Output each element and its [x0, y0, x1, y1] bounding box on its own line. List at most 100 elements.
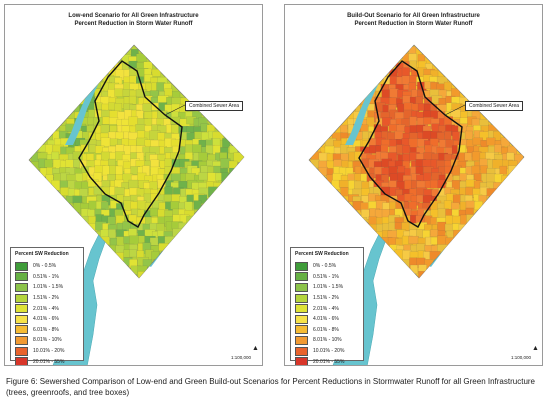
- sewershed-patch: [138, 235, 146, 244]
- legend-label: 1.51% - 2%: [33, 295, 59, 302]
- legend-item: 4.01% - 6%: [295, 314, 359, 325]
- sewershed-patch: [450, 109, 461, 118]
- sewershed-patch: [178, 181, 188, 189]
- sewershed-patch: [193, 200, 202, 210]
- sewershed-patch: [184, 152, 193, 160]
- sewershed-patch: [445, 237, 455, 249]
- sewershed-patch: [444, 131, 452, 141]
- north-arrow-icon: ▲: [532, 345, 539, 352]
- legend-label: 20.01% - 55%: [313, 358, 345, 365]
- legend-label: 0% - 0.5%: [33, 263, 57, 270]
- legend-item: 6.01% - 8%: [295, 325, 359, 336]
- sewershed-patch: [220, 158, 231, 168]
- map-title-low-end: Low-end Scenario for All Green Infrastru…: [68, 13, 199, 27]
- sewershed-patch: [443, 81, 452, 91]
- sewershed-patch: [394, 130, 404, 140]
- sewershed-patch: [221, 172, 229, 182]
- legend-label: 6.01% - 8%: [313, 326, 339, 333]
- sewershed-patch: [142, 103, 152, 112]
- legend-swatch: [295, 314, 308, 324]
- legend-item: 1.01% - 1.5%: [15, 282, 79, 293]
- sewershed-patch: [494, 144, 502, 153]
- legend-label: 10.01% - 20%: [313, 348, 345, 355]
- sewershed-patch: [233, 152, 244, 163]
- sewershed-patch: [499, 165, 507, 175]
- sewershed-patch: [198, 152, 208, 162]
- sewershed-patch: [439, 139, 447, 148]
- legend-item: 0% - 0.5%: [295, 261, 359, 272]
- legend-low-end: Percent SW Reduction 0% - 0.5% 0.51% - 1%…: [10, 247, 84, 365]
- sewershed-patch: [44, 159, 53, 168]
- callout-combined-sewer-area-low: Combined Sewer Area: [185, 101, 244, 111]
- sewershed-patch: [464, 130, 473, 140]
- sewershed-patch: [229, 145, 238, 154]
- legend-item: 20.01% - 55%: [15, 356, 79, 365]
- legend-swatch: [15, 335, 28, 345]
- legend-swatch: [295, 346, 308, 356]
- callout-leader-line: [444, 104, 466, 116]
- callout-leader-line: [164, 104, 186, 116]
- legend-label: 4.01% - 6%: [33, 316, 59, 323]
- legend-title: Percent SW Reduction: [15, 251, 69, 257]
- legend-label: 8.01% - 10%: [33, 337, 62, 344]
- legend-swatch: [15, 293, 28, 303]
- sewershed-patch: [229, 167, 239, 179]
- map-title-build-out: Build-Out Scenario for All Green Infrast…: [347, 13, 480, 27]
- legend-swatch: [295, 325, 308, 335]
- sewershed-patch: [37, 152, 48, 160]
- legend-swatch: [15, 272, 28, 282]
- legend-swatch: [15, 346, 28, 356]
- sewershed-patch: [100, 137, 111, 147]
- sewershed-patch: [151, 68, 161, 77]
- sewershed-patch: [318, 166, 328, 176]
- legend-label: 10.01% - 20%: [33, 348, 65, 355]
- legend-swatch: [15, 357, 28, 365]
- sewershed-patch: [464, 152, 473, 161]
- sewershed-patch: [222, 138, 230, 148]
- legend-item: 0.51% - 1%: [15, 272, 79, 283]
- legend-swatch: [295, 304, 308, 314]
- sewershed-patch: [478, 195, 487, 205]
- sewershed-patch: [198, 172, 208, 181]
- legend-swatch: [15, 325, 28, 335]
- legend-item: 6.01% - 8%: [15, 325, 79, 336]
- sewershed-patch: [437, 111, 446, 120]
- map-panel-build-out: Build-Out Scenario for All Green Infrast…: [284, 4, 543, 366]
- sewershed-patch: [108, 117, 119, 125]
- legend-item: 8.01% - 10%: [295, 335, 359, 346]
- sewershed-group: [310, 46, 524, 278]
- legend-item: 1.51% - 2%: [295, 293, 359, 304]
- sewershed-patch: [408, 201, 417, 210]
- sewershed-patch: [170, 201, 180, 210]
- sewershed-patch: [137, 271, 148, 278]
- sewershed-patch: [136, 53, 147, 63]
- scale-label: 1:100,000: [231, 355, 252, 360]
- sewershed-patch: [151, 251, 160, 260]
- legend-item: 10.01% - 20%: [295, 346, 359, 357]
- legend-swatch: [295, 282, 308, 292]
- north-arrow-icon: ▲: [252, 345, 259, 352]
- legend-label: 0% - 0.5%: [313, 263, 337, 270]
- sewershed-patch: [164, 186, 173, 196]
- sewershed-patch: [228, 160, 238, 169]
- legend-label: 0.51% - 1%: [33, 273, 59, 280]
- sewershed-patch: [128, 95, 137, 105]
- sewershed-patch: [129, 249, 138, 258]
- legend-swatch: [15, 282, 28, 292]
- legend-item: 1.51% - 2%: [15, 293, 79, 304]
- legend-label: 0.51% - 1%: [313, 273, 339, 280]
- legend-title: Percent SW Reduction: [295, 251, 349, 257]
- sewershed-patch: [136, 200, 147, 211]
- legend-swatch: [15, 314, 28, 324]
- sewershed-patch: [368, 216, 378, 225]
- sewershed-patch: [213, 165, 221, 174]
- legend-swatch: [15, 304, 28, 314]
- sewershed-patch: [338, 180, 350, 188]
- legend-swatch: [15, 261, 28, 271]
- sewershed-patch: [80, 215, 89, 225]
- legend-item: 0.51% - 1%: [295, 272, 359, 283]
- sewershed-patch: [149, 207, 159, 217]
- scale-label: 1:100,000: [511, 355, 532, 360]
- sewershed-patch: [396, 124, 406, 132]
- legend-label: 1.01% - 1.5%: [313, 284, 344, 291]
